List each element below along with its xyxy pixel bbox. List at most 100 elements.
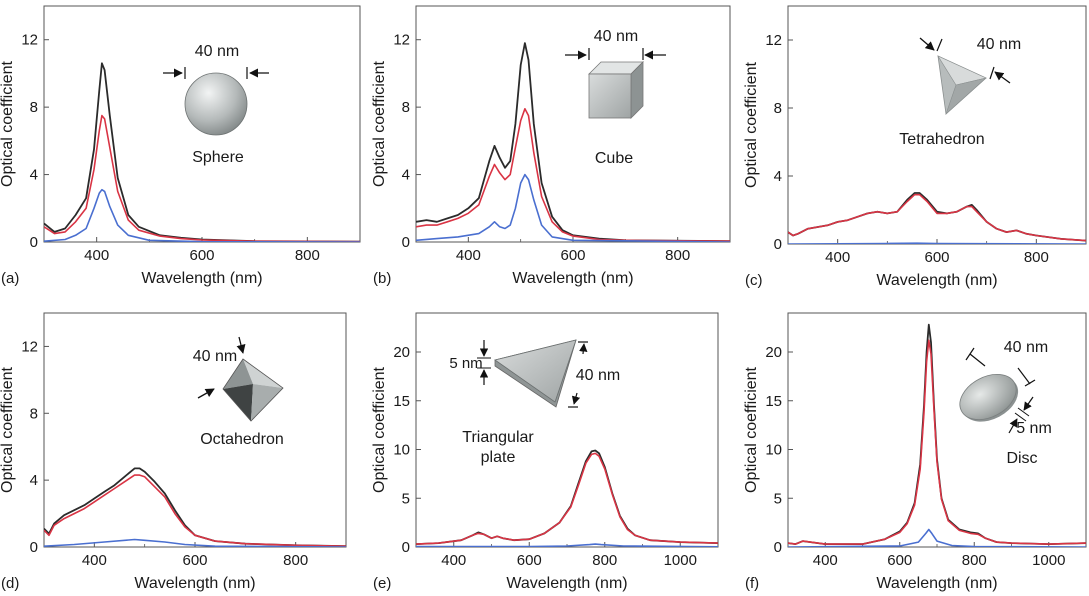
y-axis-label: Optical coefficient	[371, 366, 388, 493]
series-line-black	[416, 42, 730, 242]
series-line-red	[44, 474, 346, 547]
cube-shape-icon: 40 nm	[565, 28, 666, 119]
dimension-tick-icon	[936, 38, 943, 52]
y-tick-label: 8	[30, 99, 38, 116]
disc-shape-icon: 40 nm 5 nm	[959, 339, 1052, 437]
dimension-label: 40 nm	[193, 348, 237, 365]
chart-panel-f: 400 600 800 1000 0 5 10 15 20 Wavelength (nm) Opti…	[743, 312, 1087, 592]
y-tick-label: 4	[30, 472, 38, 489]
series-line-red	[416, 108, 730, 242]
shape-label: Cube	[595, 150, 633, 167]
x-axis-label: Wavelength (nm)	[876, 575, 997, 592]
y-tick-label: 12	[765, 32, 782, 49]
series-line-blue	[44, 538, 346, 547]
y-tick-label: 0	[402, 234, 410, 251]
series-line-blue	[416, 543, 718, 547]
x-tick-label: 800	[665, 247, 690, 264]
dimension-label: 40 nm	[977, 36, 1021, 53]
y-tick-label: 0	[30, 234, 38, 251]
x-tick-label: 600	[924, 249, 949, 266]
x-tick-label: 600	[189, 247, 214, 264]
y-tick-label: 10	[765, 442, 782, 459]
disc-icon	[959, 374, 1017, 420]
cube-front-face-icon	[588, 73, 632, 119]
dimension-label: 5 nm	[449, 355, 482, 372]
y-tick-label: 20	[393, 344, 410, 361]
y-axis-label: Optical coefficient	[0, 60, 16, 187]
x-tick-label: 400	[84, 247, 109, 264]
x-tick-label: 400	[82, 552, 107, 569]
chart-panel-d: 400 600 800 0 4 8 12 Wavelength (nm) Optical coe…	[0, 312, 347, 592]
y-tick-label: 20	[765, 344, 782, 361]
dimension-arrow-icon	[197, 388, 215, 399]
y-axis-label: Optical coefficient	[0, 366, 16, 493]
y-tick-label: 0	[30, 539, 38, 556]
sphere-shape-icon: 40 nm	[163, 43, 269, 136]
y-axis-label: Optical coefficient	[743, 366, 760, 493]
tetrahedron-shape-icon: 40 nm	[919, 36, 1021, 115]
chart-panel-c: 400 600 800 0 4 8 12 Wavelength (nm) Optical coe…	[743, 5, 1087, 289]
series-line-red	[788, 339, 1086, 545]
x-tick-label: 400	[441, 552, 466, 569]
triangular-plate-icon	[494, 339, 577, 403]
x-tick-label: 400	[813, 552, 838, 569]
y-axis-label: Optical coefficient	[743, 61, 760, 188]
x-tick-label: 800	[283, 552, 308, 569]
dimension-arrow-icon	[236, 336, 246, 354]
dimension-label: 40 nm	[576, 367, 620, 384]
series-line-red	[416, 452, 718, 545]
plot-area	[787, 312, 1087, 548]
triangle-shape-icon: 5 nm 40 nm	[449, 339, 620, 408]
shape-label: Octahedron	[200, 431, 284, 448]
octahedron-shape-icon: 40 nm	[193, 336, 284, 422]
sphere-icon	[184, 72, 248, 136]
dimension-arrow-icon	[994, 71, 1011, 84]
x-tick-label: 400	[825, 249, 850, 266]
y-tick-label: 4	[774, 168, 782, 185]
y-tick-label: 10	[393, 442, 410, 459]
y-tick-label: 15	[765, 393, 782, 410]
y-tick-label: 12	[21, 338, 38, 355]
dimension-arrow-icon	[919, 37, 935, 51]
series-line-red	[44, 114, 360, 242]
shape-label: Sphere	[192, 149, 244, 166]
x-tick-label: 600	[517, 552, 542, 569]
y-axis-label: Optical coefficient	[371, 60, 388, 187]
shape-label-line: Triangular	[462, 429, 534, 446]
series-line-red	[788, 193, 1086, 242]
y-tick-label: 12	[21, 32, 38, 49]
x-axis-label: Wavelength (nm)	[512, 270, 633, 287]
y-tick-label: 5	[402, 490, 410, 507]
x-axis-label: Wavelength (nm)	[141, 270, 262, 287]
dimension-label: 40 nm	[195, 43, 239, 60]
series-line-blue	[788, 528, 1086, 547]
octahedron-icon	[222, 358, 284, 422]
shape-label-line: plate	[481, 449, 516, 466]
dimension-label: 5 nm	[1016, 420, 1052, 437]
series-line-blue	[44, 188, 360, 242]
dimension-arrow-icon	[1008, 418, 1018, 434]
dimension-label: 40 nm	[1004, 339, 1048, 356]
dimension-line-icon	[1017, 367, 1031, 385]
chart-panel-b: 400 600 800 0 4 8 12 Wavelength (nm) Optical coe…	[371, 5, 731, 287]
dimension-tick-icon	[965, 347, 975, 361]
dimension-arrow-icon	[579, 343, 588, 355]
x-tick-label: 600	[182, 552, 207, 569]
tetrahedron-face-icon	[945, 77, 987, 115]
dimension-tick-icon	[1014, 412, 1027, 422]
shape-label: Tetrahedron	[899, 131, 984, 148]
chart-panel-a: 400 600 800 0 4 8 12 Wavelength (nm) Optical coe…	[0, 5, 361, 287]
x-axis-label: Wavelength (nm)	[134, 575, 255, 592]
x-tick-label: 600	[887, 552, 912, 569]
dimension-line-icon	[969, 353, 986, 367]
panel-label: (d)	[1, 575, 19, 592]
y-tick-label: 8	[30, 405, 38, 422]
shape-label: Disc	[1006, 450, 1037, 467]
dimension-arrow-icon	[1023, 396, 1034, 411]
dimension-tick-icon	[1024, 379, 1036, 387]
octahedron-face-icon	[251, 384, 283, 421]
x-tick-label: 1000	[664, 552, 697, 569]
panel-label: (c)	[745, 272, 763, 289]
y-tick-label: 15	[393, 393, 410, 410]
